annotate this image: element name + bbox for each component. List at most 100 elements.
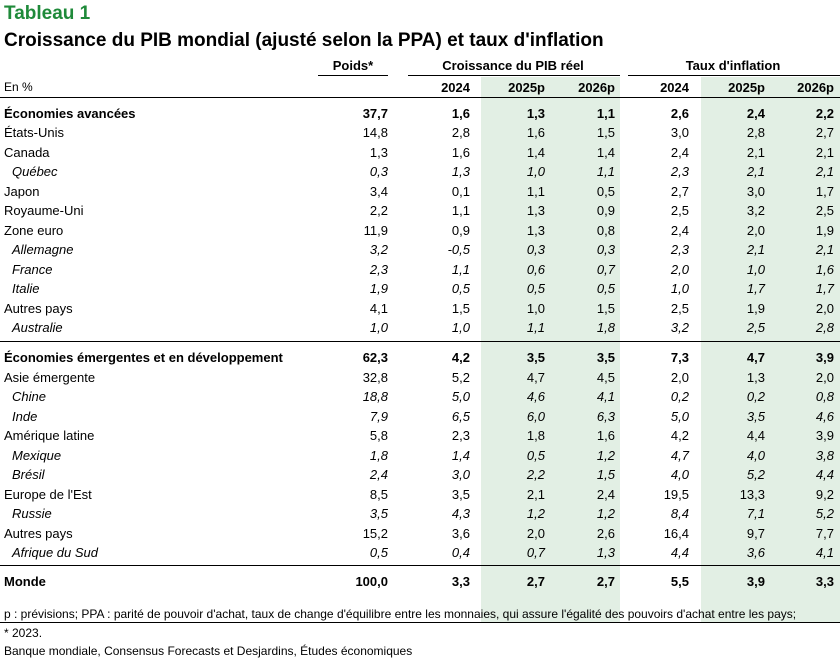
table-cell: 0,9 [451, 223, 470, 238]
table-cell: 2,4 [670, 145, 689, 160]
header-year: 2026p [797, 80, 834, 95]
table-cell: 3,3 [451, 574, 470, 589]
table-cell: 62,3 [362, 350, 388, 365]
table-row: France 2,3 1,1 0,6 0,7 2,0 1,0 1,6 [0, 260, 840, 279]
row-label: Autres pays [4, 301, 73, 316]
table-cell: 1,0 [526, 164, 545, 179]
table-cell: 1,5 [596, 301, 615, 316]
table-cell: 2,7 [596, 574, 615, 589]
table-cell: 0,5 [596, 281, 615, 296]
row-label: Économies avancées [4, 106, 136, 121]
table-cell: 9,2 [815, 487, 834, 502]
table-cell: 3,9 [815, 428, 834, 443]
table-cell: 0,8 [596, 223, 615, 238]
table-cell: 1,5 [596, 467, 615, 482]
table-row: Économies émergentes et en développement… [0, 348, 840, 367]
table-row: Amérique latine 5,8 2,3 1,8 1,6 4,2 4,4 3,9 [0, 426, 840, 445]
table-cell: 4,2 [670, 428, 689, 443]
table-row: Autres pays 15,2 3,6 2,0 2,6 16,4 9,7 7,7 [0, 524, 840, 543]
table-row: États-Unis 14,8 2,8 1,6 1,5 3,0 2,8 2,7 [0, 123, 840, 142]
table-cell: 1,1 [451, 203, 470, 218]
table-row: Japon 3,4 0,1 1,1 0,5 2,7 3,0 1,7 [0, 182, 840, 201]
table-cell: 2,1 [815, 242, 834, 257]
table-cell: 2,2 [526, 467, 545, 482]
table-cell: 3,4 [369, 184, 388, 199]
table-cell: 7,7 [815, 526, 834, 541]
table-cell: 0,9 [596, 203, 615, 218]
footnote-weight-year: * 2023. [4, 626, 43, 640]
table-cell: 3,5 [526, 350, 545, 365]
table-cell: 4,4 [746, 428, 765, 443]
header-year: 2024 [441, 80, 470, 95]
row-label: Québec [12, 164, 58, 179]
table-cell: 4,7 [670, 448, 689, 463]
table-cell: 1,4 [451, 448, 470, 463]
table-cell: 1,5 [451, 301, 470, 316]
table-cell: 2,4 [596, 487, 615, 502]
table-title: Tableau 1 [4, 3, 91, 24]
row-label: Canada [4, 145, 50, 160]
table-cell: 3,2 [746, 203, 765, 218]
table-cell: 2,3 [451, 428, 470, 443]
table-cell: 1,2 [596, 506, 615, 521]
unit-label: En % [4, 80, 33, 94]
table-cell: 1,9 [746, 301, 765, 316]
table-row: Québec 0,3 1,3 1,0 1,1 2,3 2,1 2,1 [0, 162, 840, 181]
table-cell: 0,5 [451, 281, 470, 296]
table-cell: 1,8 [526, 428, 545, 443]
row-label: Afrique du Sud [12, 545, 99, 560]
table-cell: 0,7 [526, 545, 545, 560]
table-cell: 4,0 [746, 448, 765, 463]
table-cell: 4,4 [815, 467, 834, 482]
table-cell: 2,7 [670, 184, 689, 199]
table-cell: 4,6 [526, 389, 545, 404]
table-cell: 1,3 [526, 203, 545, 218]
table-row: Allemagne 3,2 -0,5 0,3 0,3 2,3 2,1 2,1 [0, 240, 840, 259]
section-divider [0, 565, 840, 566]
table-row: Afrique du Sud 0,5 0,4 0,7 1,3 4,4 3,6 4,1 [0, 543, 840, 562]
table-cell: 2,0 [815, 370, 834, 385]
table-subtitle: Croissance du PIB mondial (ajusté selon … [4, 30, 604, 51]
row-label: Chine [12, 389, 46, 404]
table-cell: 4,2 [451, 350, 470, 365]
table-bottom-rule [0, 622, 840, 623]
header-weight: Poids* [332, 58, 374, 73]
header-year: 2025p [508, 80, 545, 95]
table-cell: 3,9 [815, 350, 834, 365]
table-cell: 4,0 [670, 467, 689, 482]
table-cell: 0,5 [526, 281, 545, 296]
table-row: Australie 1,0 1,0 1,1 1,8 3,2 2,5 2,8 [0, 318, 840, 337]
table-cell: 4,7 [526, 370, 545, 385]
table-cell: 2,0 [815, 301, 834, 316]
table-cell: 1,0 [746, 262, 765, 277]
table-cell: 0,3 [526, 242, 545, 257]
table-cell: 5,8 [369, 428, 388, 443]
table-cell: 1,0 [670, 281, 689, 296]
header-rule [0, 97, 840, 98]
row-label: France [12, 262, 53, 277]
table-cell: 2,1 [746, 145, 765, 160]
table-cell: 0,2 [670, 389, 689, 404]
table-cell: 2,4 [369, 467, 388, 482]
table-cell: 4,1 [815, 545, 834, 560]
table-cell: 2,1 [526, 487, 545, 502]
table-cell: 1,9 [815, 223, 834, 238]
row-label: États-Unis [4, 125, 64, 140]
table-row: Mexique 1,8 1,4 0,5 1,2 4,7 4,0 3,8 [0, 446, 840, 465]
table-cell: 0,3 [596, 242, 615, 257]
row-label: Italie [12, 281, 40, 296]
growth-forecast-shade [481, 77, 620, 622]
header-year: 2025p [728, 80, 765, 95]
source-note: Banque mondiale, Consensus Forecasts et … [4, 644, 413, 658]
table-cell: 2,1 [815, 164, 834, 179]
table-cell: 3,6 [746, 545, 765, 560]
table-cell: 3,0 [670, 125, 689, 140]
table-cell: 0,5 [526, 448, 545, 463]
table-cell: 1,6 [815, 262, 834, 277]
row-label: Inde [12, 409, 38, 424]
table-cell: 2,3 [369, 262, 388, 277]
table-cell: 1,3 [526, 223, 545, 238]
table-cell: 4,6 [815, 409, 834, 424]
table-row: Canada 1,3 1,6 1,4 1,4 2,4 2,1 2,1 [0, 143, 840, 162]
table-cell: 2,5 [746, 320, 765, 335]
